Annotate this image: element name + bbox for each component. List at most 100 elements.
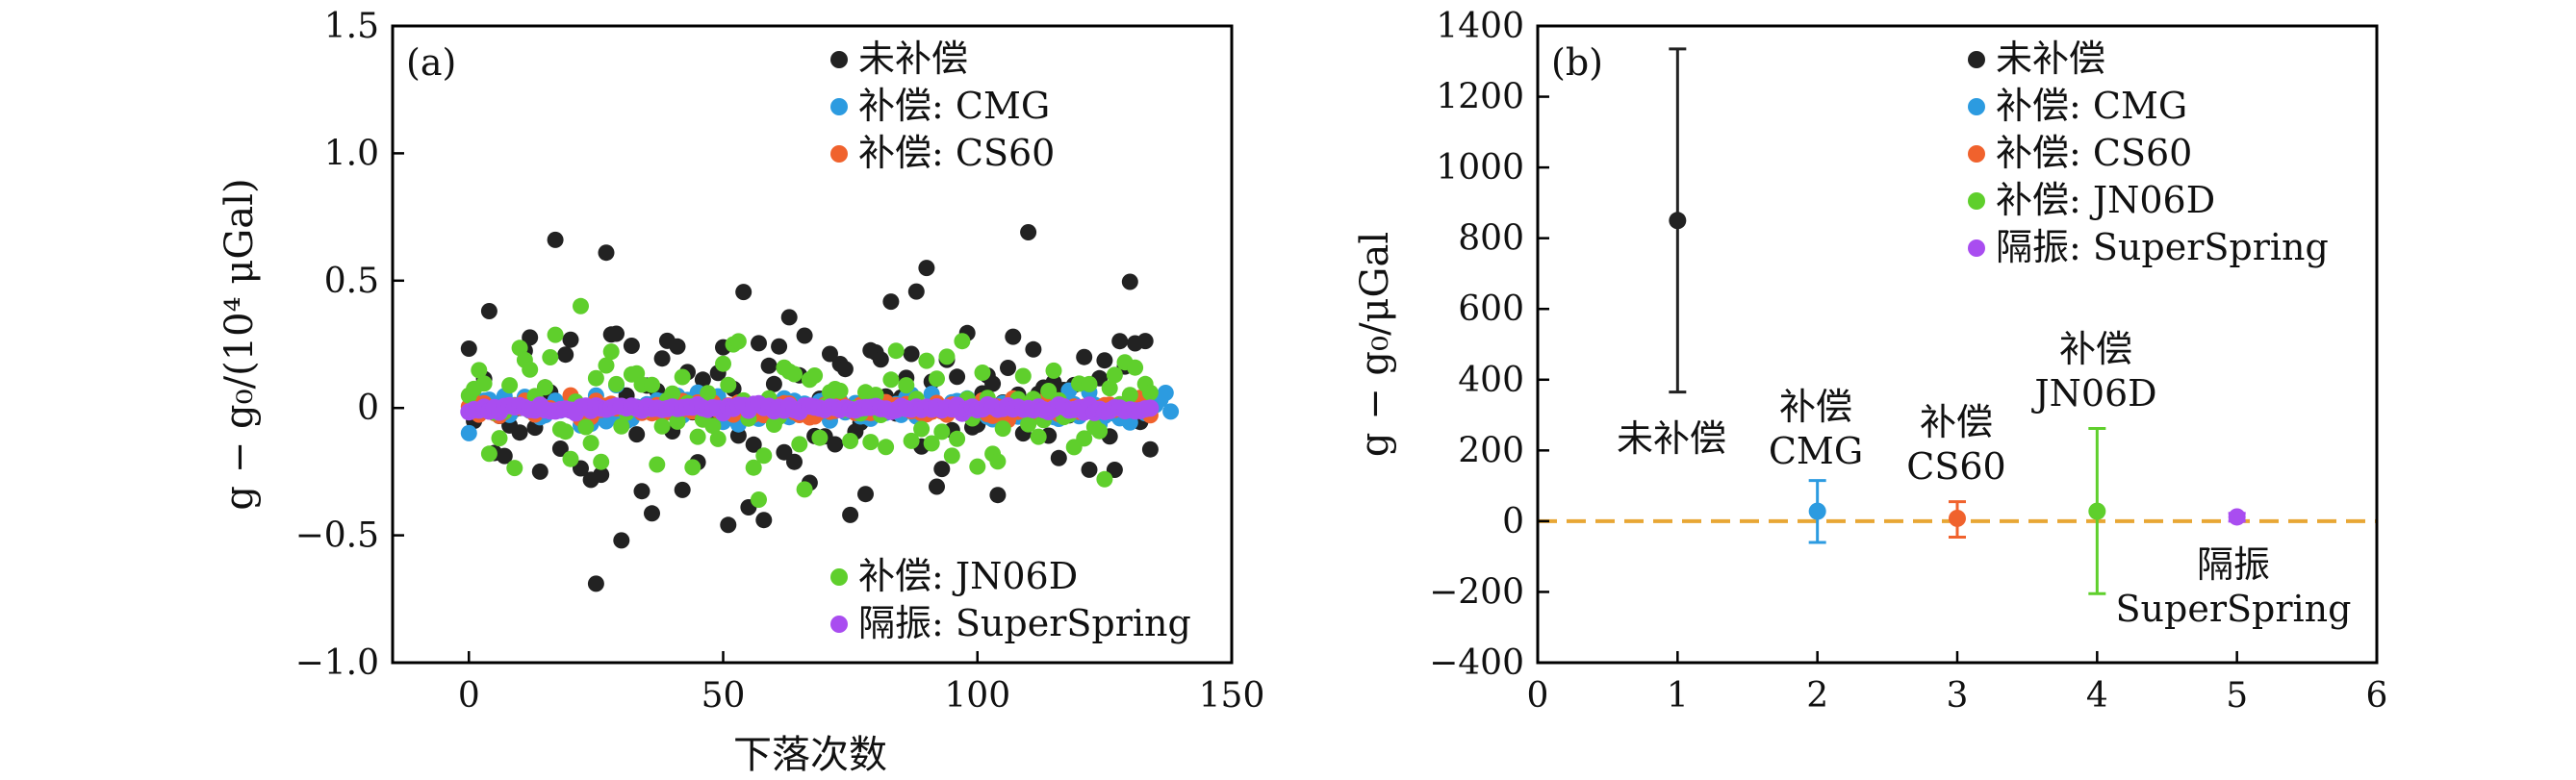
scatter-point-series-0-drop-18 [551, 440, 569, 457]
legend-marker-3 [1968, 192, 1985, 210]
scatter-point-series-0-drop-63 [780, 309, 798, 326]
scatter-point-series-3-drop-95 [943, 447, 960, 465]
scatter-point-series-0-drop-54 [735, 284, 752, 301]
y-tick-label-400: 400 [1458, 361, 1524, 400]
x-tick-label-0: 0 [1527, 676, 1549, 716]
scatter-point-series-3-drop-90 [918, 352, 935, 369]
scatter-point-series-0-drop-78 [857, 486, 874, 503]
scatter-point-series-3-drop-26 [593, 453, 610, 470]
scatter-point-series-3-drop-37 [649, 456, 666, 473]
scatter-point-series-3-drop-73 [831, 382, 849, 399]
x-tick-label-1: 1 [1667, 676, 1689, 716]
scatter-point-series-3-drop-6 [491, 430, 508, 447]
scatter-point-series-0-drop-34 [633, 483, 650, 500]
scatter-point-series-0-drop-59 [760, 357, 778, 374]
y-tick-label-1000: 1000 [1436, 148, 1524, 188]
scatter-point-series-3-drop-96 [949, 430, 966, 447]
scatter-point-series-3-drop-101 [974, 365, 991, 381]
scatter-point-series-0-drop-133 [1136, 333, 1154, 350]
scatter-point-series-0-drop-60 [765, 375, 782, 392]
scatter-point-series-3-drop-36 [644, 376, 660, 393]
x-tick-label-3: 3 [1947, 676, 1969, 716]
scatter-point-series-3-drop-16 [542, 349, 559, 365]
scatter-point-series-3-drop-41 [669, 413, 686, 430]
scatter-point-series-0-drop-81 [872, 351, 889, 368]
scatter-point-series-0-drop-12 [522, 329, 539, 346]
scatter-point-series-3-drop-87 [903, 432, 920, 449]
scatter-point-series-0-drop-0 [460, 340, 477, 357]
scatter-point-series-0-drop-4 [480, 303, 497, 319]
y-tick-label-600: 600 [1458, 289, 1524, 329]
scatter-point-series-0-drop-46 [694, 371, 711, 389]
scatter-point-series-0-drop-41 [669, 338, 686, 355]
scatter-point-series-3-drop-109 [1014, 367, 1032, 385]
y-tick-label-1400: 1400 [1436, 7, 1524, 46]
scatter-point-series-1-drop-138 [1162, 403, 1180, 420]
scatter-point-series-0-drop-104 [989, 487, 1007, 504]
panel-a-scatter-points [460, 224, 1180, 592]
scatter-point-series-3-drop-17 [547, 326, 564, 343]
x-tick-label-2: 2 [1806, 676, 1828, 716]
scatter-point-series-3-drop-64 [786, 365, 803, 383]
scatter-point-series-3-drop-97 [954, 333, 971, 350]
scatter-point-series-0-drop-30 [613, 532, 630, 549]
scatter-point-series-3-drop-91 [923, 435, 940, 452]
scatter-point-series-3-drop-20 [562, 450, 579, 467]
scatter-point-series-3-drop-93 [933, 423, 951, 440]
x-tick-label-50: 50 [701, 676, 746, 716]
legend-label-1: 隔振: SuperSpring [858, 602, 1191, 644]
y-tick-label-0: 0 [357, 389, 379, 428]
scatter-point-series-3-drop-56 [745, 459, 762, 476]
scatter-point-series-3-drop-30 [613, 417, 630, 435]
scatter-point-series-0-drop-93 [933, 461, 951, 478]
scatter-point-series-3-drop-92 [929, 370, 945, 388]
scatter-point-series-3-drop-84 [887, 342, 905, 360]
scatter-point-series-3-drop-19 [557, 423, 574, 440]
annotation-3-line-1: CS60 [1906, 445, 2005, 488]
scatter-point-series-4-drop-134 [1141, 399, 1160, 417]
scatter-point-series-0-drop-27 [598, 244, 615, 262]
scatter-point-series-3-drop-79 [862, 434, 880, 451]
scatter-point-series-0-drop-58 [755, 512, 773, 529]
scatter-point-series-3-drop-12 [522, 361, 539, 378]
scatter-point-series-0-drop-96 [949, 368, 966, 386]
scatter-point-series-3-drop-51 [720, 376, 737, 393]
x-tick-label-0: 0 [458, 676, 480, 716]
scatter-point-series-3-drop-127 [1106, 366, 1123, 384]
legend-label-0: 补偿: JN06D [858, 555, 1078, 597]
scatter-point-series-3-drop-110 [1020, 415, 1037, 433]
panel-b-y-axis-title: g − g₀/μGal [1353, 232, 1397, 457]
x-tick-label-5: 5 [2226, 676, 2248, 716]
scatter-point-series-0-drop-87 [903, 345, 920, 363]
scatter-point-series-0-drop-110 [1020, 224, 1037, 240]
y-tick-label-0: 0 [1502, 502, 1524, 541]
y-tick-label-1: 1.0 [324, 134, 379, 173]
annotation-2-line-0: 补偿 [1779, 386, 1852, 428]
scatter-point-series-3-drop-3 [475, 375, 493, 392]
panel-b-label: (b) [1551, 41, 1603, 84]
scatter-point-series-3-drop-126 [1101, 380, 1118, 397]
errorbar-point-4 [2088, 502, 2106, 520]
scatter-point-series-0-drop-111 [1025, 340, 1042, 358]
panel-a-y-axis-title: g − g₀/(10⁴ μGal) [217, 178, 262, 510]
scatter-point-series-3-drop-82 [878, 439, 895, 456]
scatter-point-series-0-drop-90 [918, 260, 935, 277]
scatter-point-series-0-drop-74 [836, 361, 854, 378]
scatter-point-series-3-drop-122 [1081, 375, 1098, 392]
scatter-point-series-3-drop-75 [842, 433, 859, 449]
scatter-point-series-3-drop-42 [674, 368, 691, 386]
scatter-point-series-0-drop-107 [1005, 328, 1022, 345]
y-tick-label--0.5: −0.5 [295, 516, 379, 556]
errorbar-point-2 [1808, 502, 1826, 520]
scatter-point-series-3-drop-121 [1076, 430, 1093, 447]
scatter-point-series-0-drop-32 [623, 338, 640, 354]
scatter-point-series-3-drop-47 [700, 385, 717, 402]
scatter-point-series-0-drop-33 [628, 426, 646, 443]
scatter-point-series-0-drop-53 [729, 427, 747, 444]
annotation-5-line-0: 隔振 [2197, 543, 2270, 586]
scatter-point-series-3-drop-24 [582, 435, 599, 452]
scatter-point-series-0-drop-38 [653, 350, 671, 367]
scatter-point-series-0-drop-122 [1081, 461, 1098, 478]
